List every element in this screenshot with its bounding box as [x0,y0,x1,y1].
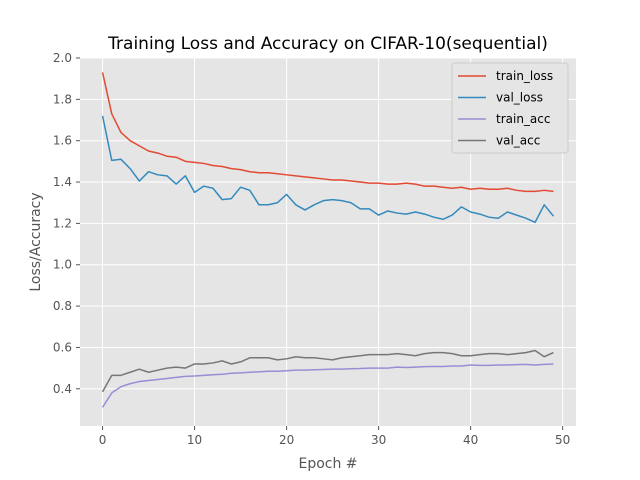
x-tick-label: 50 [555,433,570,447]
axis-ticks: 0 10 20 30 40 50 0.4 0.6 0.8 1.0 1.2 1.4 1.6 1.8 2.0 [53,51,570,447]
y-tick-label: 2.0 [53,51,72,65]
x-tick-label: 30 [371,433,386,447]
y-axis-label: Loss/Accuracy [28,192,44,291]
chart-title: Training Loss and Accuracy on CIFAR-10(s… [107,34,548,54]
series-line-val-acc [101,349,554,393]
legend-box [451,62,569,154]
x-tick-label: 40 [463,433,478,447]
y-tick-label: 0.4 [53,382,72,396]
y-tick-label: 1.0 [53,258,72,272]
x-axis-label: Epoch # [298,456,357,472]
legend-label: val_acc [496,134,540,148]
y-tick-label: 0.8 [53,299,72,313]
y-tick-label: 1.2 [53,216,72,230]
legend-label: train_acc [496,112,550,126]
data-series [101,72,555,408]
y-tick-label: 1.8 [53,92,72,106]
legend-label: val_loss [496,91,543,105]
x-tick-label: 0 [99,433,107,447]
y-tick-label: 0.6 [53,340,72,354]
legend-label: train_loss [496,69,553,83]
legend: train_loss val_loss train_acc val_acc [451,62,569,154]
series-line-train-acc [101,363,554,408]
y-tick-label: 1.4 [53,175,72,189]
series-line-train-loss [101,72,554,193]
y-tick-label: 1.6 [53,134,72,148]
x-tick-label: 20 [279,433,294,447]
x-tick-label: 10 [187,433,202,447]
series-line-val-loss [101,115,555,224]
